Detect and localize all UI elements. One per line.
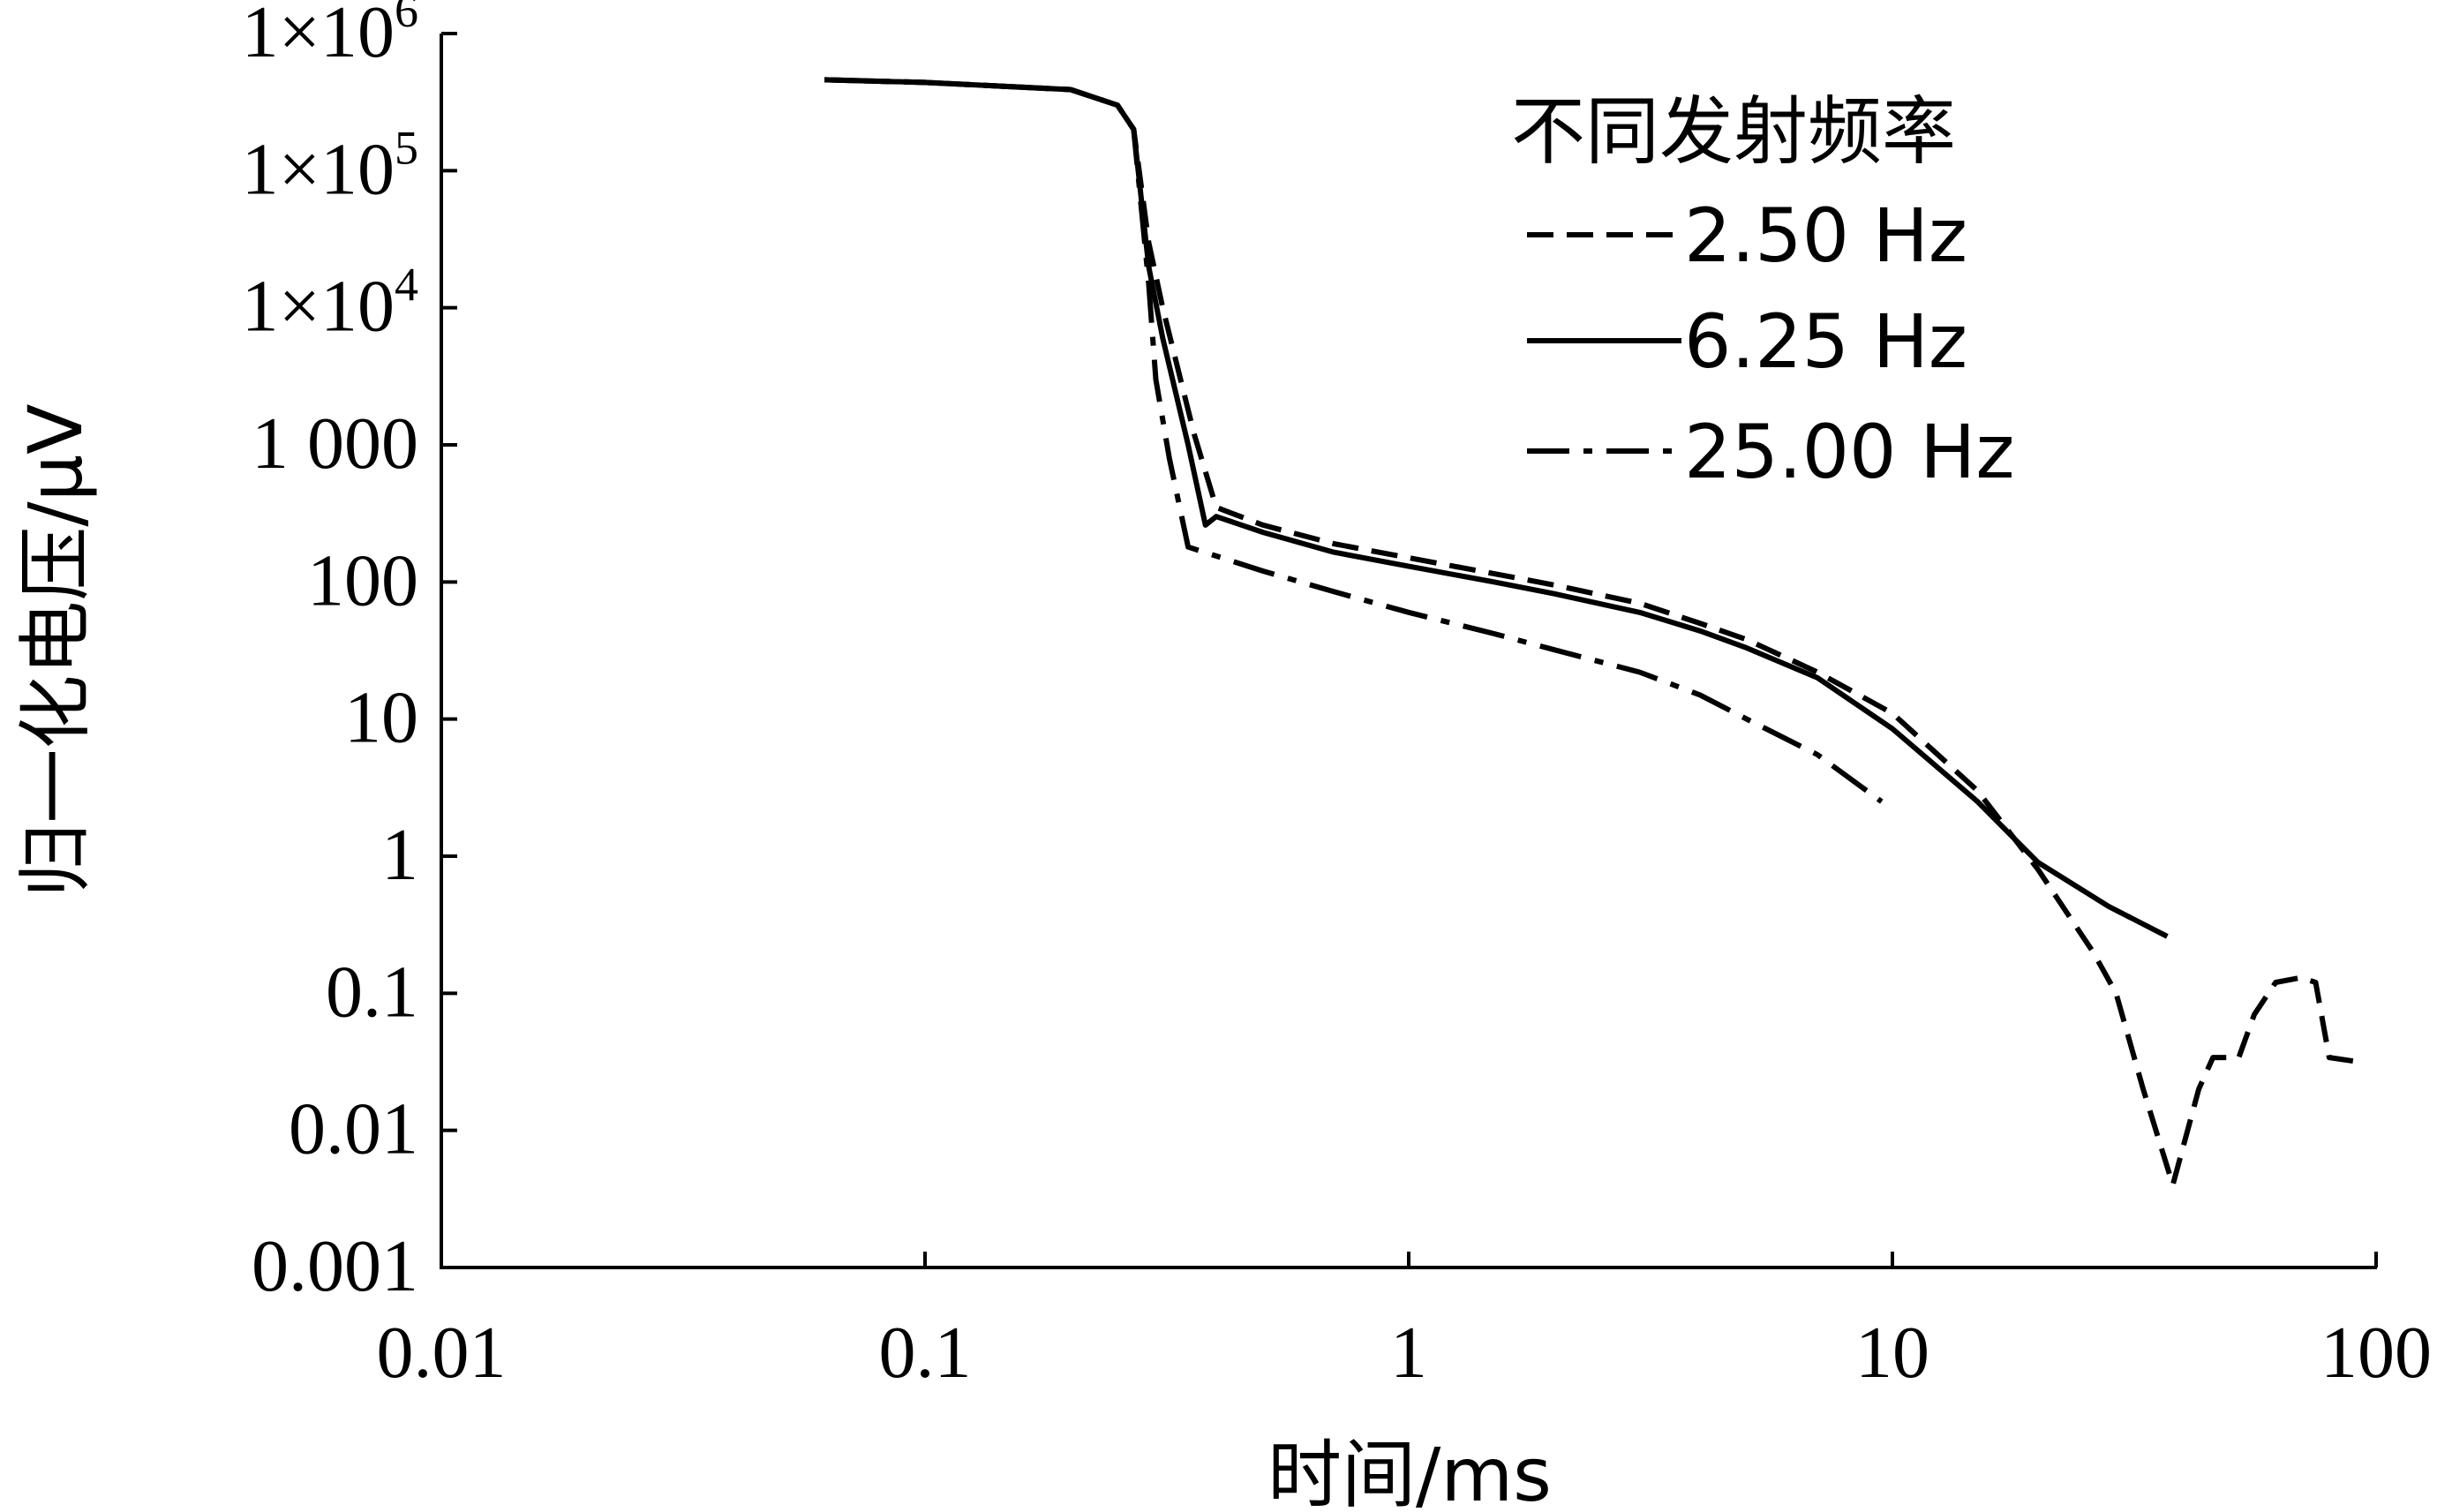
x-tick-label: 10 — [1855, 1312, 1929, 1394]
legend: 不同发射频率 2.50 Hz 6.25 Hz 25.00 Hz — [1511, 88, 2014, 495]
y-tick-label: 1×106 — [242, 0, 418, 73]
y-tick-label: 0.001 — [252, 1225, 418, 1307]
series-layer — [824, 77, 2366, 1188]
legend-items: 2.50 Hz 6.25 Hz 25.00 Hz — [1527, 192, 2014, 495]
y-tick-label: 1×105 — [242, 121, 418, 210]
x-tick-label: 100 — [2320, 1312, 2432, 1394]
y-tick-label: 1 000 — [252, 402, 418, 485]
x-tick-label: 1 — [1390, 1312, 1427, 1394]
legend-label: 6.25 Hz — [1684, 298, 1967, 385]
y-tick-label: 0.01 — [289, 1088, 418, 1170]
x-tick-label: 0.1 — [879, 1312, 972, 1394]
y-axis-title: 归一化电压/μV — [12, 403, 99, 897]
legend-title: 不同发射频率 — [1511, 88, 1956, 175]
axes — [440, 34, 2377, 1269]
y-tick-label: 1 — [381, 814, 418, 896]
series-line-2-50-Hz — [824, 77, 2366, 1188]
y-tick-label: 10 — [344, 677, 418, 759]
y-tick-label: 1×104 — [242, 259, 418, 348]
y-tick-label: 100 — [307, 539, 418, 621]
legend-label: 2.50 Hz — [1684, 192, 1967, 279]
x-ticks: 0.01 0.1 1 10 100 — [377, 1252, 2432, 1394]
y-ticks: 1×106 1×105 1×104 1 000 100 10 1 0.1 0.01 0.001 — [242, 0, 457, 1307]
x-axis-title: 时间/ms — [1267, 1432, 1552, 1512]
y-tick-label: 0.1 — [326, 951, 418, 1033]
x-tick-label: 0.01 — [377, 1312, 507, 1394]
series-line-25-00-Hz — [824, 77, 1884, 804]
legend-label: 25.00 Hz — [1684, 409, 2014, 495]
